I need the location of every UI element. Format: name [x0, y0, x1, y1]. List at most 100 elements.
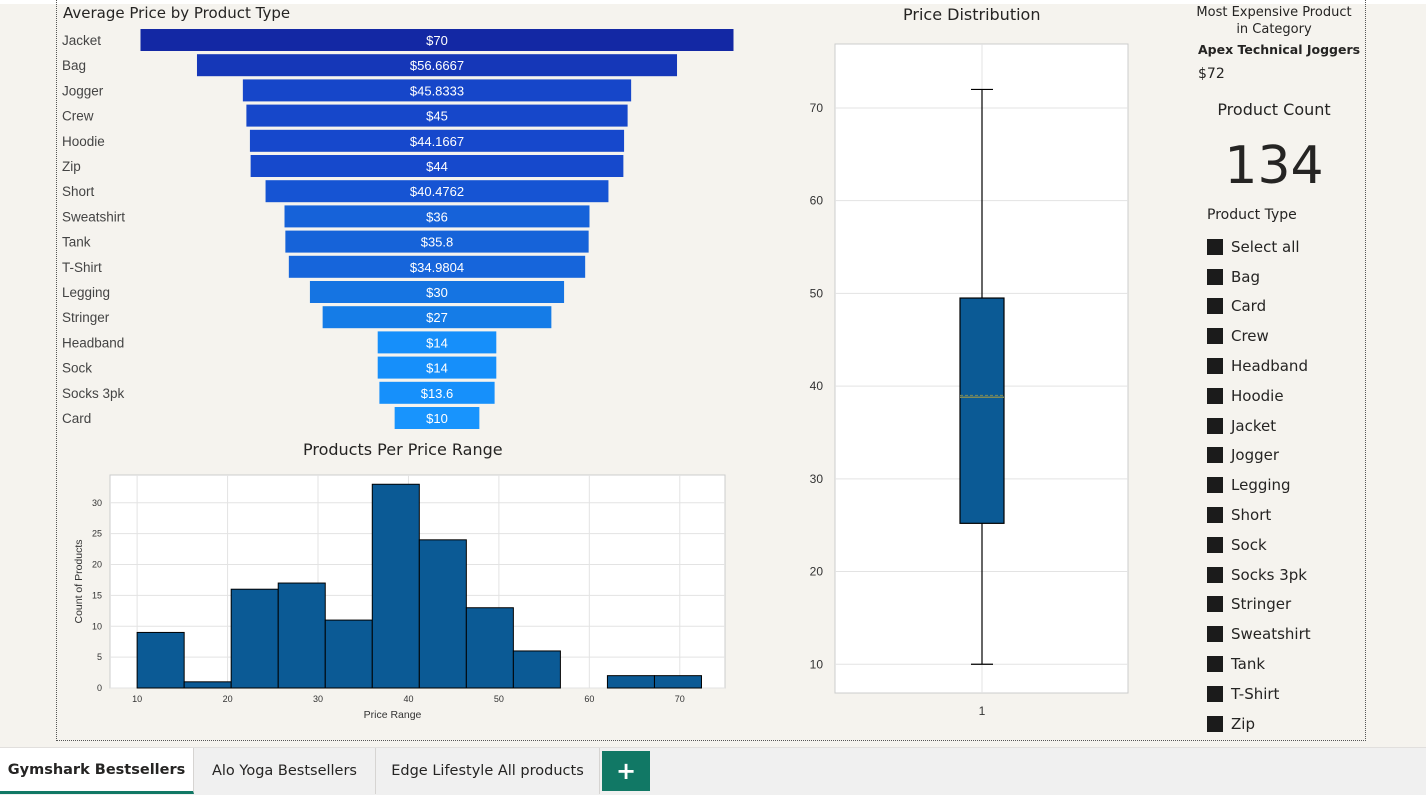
slicer-item-label: Select all [1231, 237, 1300, 256]
checkbox-checked-icon[interactable] [1207, 596, 1223, 613]
checkbox-checked-icon[interactable] [1207, 417, 1223, 434]
checkbox-checked-icon[interactable] [1207, 358, 1223, 375]
histogram-chart[interactable]: 10 20 30 40 50 60 70 0 5 10 15 20 25 30 Price Range Cou… [60, 465, 740, 730]
checkbox-checked-icon[interactable] [1207, 238, 1223, 255]
checkbox-checked-icon[interactable] [1207, 328, 1223, 345]
funnel-category-label: Sweatshirt [62, 209, 125, 224]
checkbox-checked-icon[interactable] [1207, 268, 1223, 285]
slicer-item[interactable]: Hoodie [1207, 381, 1311, 411]
slicer-item[interactable]: Crew [1207, 321, 1311, 351]
checkbox-checked-icon[interactable] [1207, 507, 1223, 524]
tab-gymshark-bestsellers[interactable]: Gymshark Bestsellers [0, 748, 194, 794]
funnel-bar[interactable] [265, 180, 609, 203]
page-tab-bar: Gymshark Bestsellers Alo Yoga Bestseller… [0, 747, 1426, 795]
funnel-chart[interactable]: Jacket $70 Bag $56.6667 Jogger $45.8333 Crew $4… [56, 26, 756, 436]
slicer-item-label: Zip [1231, 714, 1255, 733]
tab-alo-yoga-bestsellers[interactable]: Alo Yoga Bestsellers [194, 748, 376, 794]
slicer-item[interactable]: T-Shirt [1207, 679, 1311, 709]
funnel-bar[interactable] [322, 306, 552, 329]
funnel-data-label: $44.1667 [410, 134, 464, 149]
funnel-data-label: $45.8333 [410, 83, 464, 98]
histogram-y-tick-label: 10 [92, 621, 102, 631]
funnel-category-label: Sock [62, 361, 92, 376]
checkbox-checked-icon[interactable] [1207, 536, 1223, 553]
report-canvas [56, 0, 1366, 741]
slicer-item[interactable]: Card [1207, 292, 1311, 322]
funnel-data-label: $56.6667 [410, 58, 464, 73]
product-count-title: Product Count [1217, 100, 1331, 119]
funnel-category-label: Legging [62, 285, 110, 300]
slicer-item[interactable]: Sock [1207, 530, 1311, 560]
slicer-item[interactable]: Legging [1207, 470, 1311, 500]
funnel-bar[interactable] [140, 29, 734, 51]
histogram-x-tick-label: 30 [313, 694, 323, 704]
funnel-bar[interactable] [309, 281, 565, 303]
funnel-data-label: $14 [426, 361, 448, 376]
checkbox-checked-icon[interactable] [1207, 715, 1223, 732]
checkbox-checked-icon[interactable] [1207, 566, 1223, 583]
slicer-item[interactable]: Sweatshirt [1207, 619, 1311, 649]
slicer-item[interactable]: Jacket [1207, 411, 1311, 441]
histogram-x-tick-label: 10 [132, 694, 142, 704]
boxplot-y-tick-label: 70 [810, 101, 824, 115]
histogram-bar [465, 607, 514, 689]
checkbox-checked-icon[interactable] [1207, 298, 1223, 315]
funnel-bar[interactable] [249, 129, 625, 152]
funnel-bar[interactable] [242, 79, 632, 102]
funnel-bar[interactable] [284, 205, 590, 228]
funnel-bar[interactable] [285, 230, 589, 253]
slicer-item[interactable]: Tank [1207, 649, 1311, 679]
histogram-x-axis-label: Price Range [364, 709, 422, 721]
histogram-bar [606, 675, 655, 689]
slicer-item[interactable]: Select all [1207, 232, 1311, 262]
slicer-item[interactable]: Short [1207, 500, 1311, 530]
checkbox-checked-icon[interactable] [1207, 685, 1223, 702]
slicer-item[interactable]: Bag [1207, 262, 1311, 292]
histogram-y-tick-label: 5 [97, 652, 102, 662]
slicer-item[interactable]: Stringer [1207, 590, 1311, 620]
histogram-title: Products Per Price Range [303, 440, 503, 459]
histogram-y-tick-label: 30 [92, 498, 102, 508]
boxplot-y-tick-label: 10 [810, 657, 824, 671]
funnel-bar[interactable] [246, 104, 628, 127]
slicer-item-label: Stringer [1231, 595, 1292, 614]
checkbox-checked-icon[interactable] [1207, 447, 1223, 464]
boxplot-title: Price Distribution [903, 5, 1041, 24]
histogram-bar [277, 582, 326, 689]
funnel-category-label: Socks 3pk [62, 386, 125, 401]
funnel-data-label: $30 [426, 285, 448, 300]
funnel-category-label: Zip [62, 159, 81, 174]
funnel-category-label: T-Shirt [62, 260, 102, 275]
funnel-bar[interactable] [394, 407, 480, 429]
funnel-category-label: Headband [62, 335, 124, 350]
histogram-bar [512, 650, 561, 689]
slicer-item[interactable]: Socks 3pk [1207, 560, 1311, 590]
histogram-bar [371, 483, 420, 689]
slicer-item[interactable]: Jogger [1207, 441, 1311, 471]
checkbox-checked-icon[interactable] [1207, 477, 1223, 494]
checkbox-checked-icon[interactable] [1207, 626, 1223, 643]
add-page-button[interactable]: + [602, 751, 650, 791]
funnel-data-label: $27 [426, 310, 448, 325]
funnel-bar[interactable] [377, 331, 497, 354]
funnel-bar[interactable] [196, 54, 678, 77]
funnel-bar[interactable] [377, 356, 497, 379]
funnel-category-label: Jacket [62, 33, 101, 48]
funnel-bar[interactable] [250, 155, 624, 177]
most-expensive-card-title: Most Expensive Product in Category [1196, 5, 1352, 37]
funnel-data-label: $40.4762 [410, 184, 464, 199]
checkbox-checked-icon[interactable] [1207, 656, 1223, 673]
boxplot-chart[interactable]: 10 20 30 40 50 60 70 1 [790, 30, 1150, 730]
slicer-item-label: Tank [1231, 655, 1266, 674]
slicer-item-label: Headband [1231, 357, 1308, 376]
slicer-item-label: Crew [1231, 327, 1269, 346]
checkbox-checked-icon[interactable] [1207, 387, 1223, 404]
funnel-bar[interactable] [379, 381, 495, 404]
funnel-bar[interactable] [288, 255, 586, 278]
slicer-item[interactable]: Zip [1207, 709, 1311, 739]
slicer-item[interactable]: Headband [1207, 351, 1311, 381]
tab-edge-lifestyle-all-products[interactable]: Edge Lifestyle All products [376, 748, 600, 794]
histogram-bar [418, 539, 467, 689]
boxplot-y-tick-label: 40 [810, 379, 824, 393]
histogram-x-tick-label: 20 [223, 694, 233, 704]
